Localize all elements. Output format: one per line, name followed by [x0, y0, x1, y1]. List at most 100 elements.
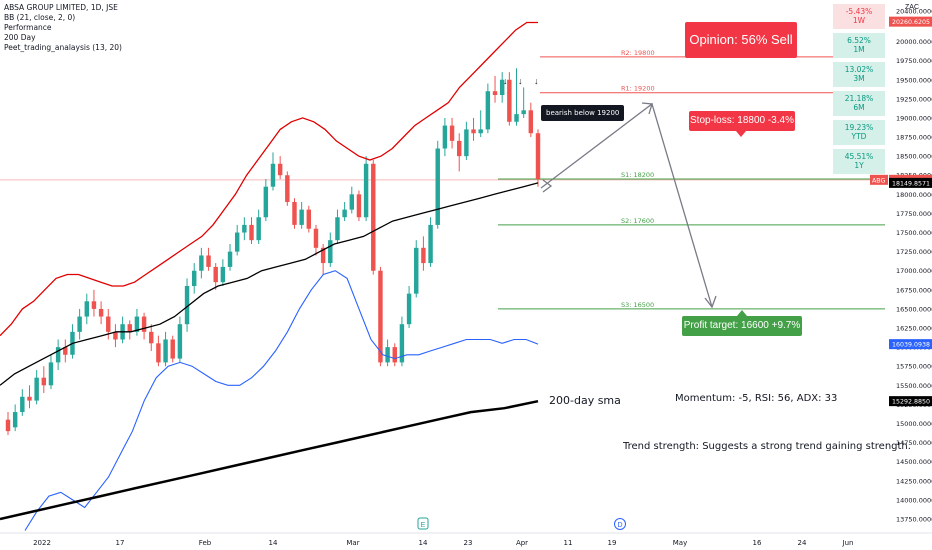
currency-label: ZAC [905, 4, 919, 11]
earnings-marker-label: E [421, 522, 426, 529]
level-label: S1: 18200 [621, 171, 654, 179]
candle-body [12, 412, 18, 428]
candle-body [313, 228, 319, 248]
candle-body [213, 266, 218, 283]
candle-body [464, 129, 469, 157]
y-tick-label: 15500.0000 [896, 382, 932, 390]
y-tick-label: 20400.0000 [896, 8, 932, 16]
y-tick-label: 14500.0000 [896, 458, 932, 466]
candle-body [306, 209, 312, 229]
perf-period: 3M [853, 74, 865, 83]
y-tick-label: 14000.0000 [896, 496, 932, 504]
candle-body [371, 163, 376, 271]
x-tick-label: 16 [753, 539, 762, 547]
candle-body [320, 247, 326, 264]
x-tick-label: 17 [116, 539, 125, 547]
candle-body [392, 347, 397, 363]
x-tick-label: 19 [608, 539, 617, 547]
candle-body [263, 186, 269, 218]
perf-period: YTD [851, 132, 867, 141]
candle-body [48, 362, 54, 386]
candle-body [134, 316, 140, 332]
candle-body [535, 133, 541, 180]
price-tag [889, 177, 932, 188]
price-tag-label: 18149.8571 [892, 180, 930, 187]
y-tick-label: 17750.0000 [896, 210, 932, 218]
candle-body [399, 324, 405, 363]
y-tick-label: 16750.0000 [896, 286, 932, 294]
candle-body [41, 377, 47, 386]
candle-body [478, 129, 483, 134]
y-tick-label: 18750.0000 [896, 134, 932, 142]
candle-body [234, 232, 240, 252]
candle-body [55, 347, 61, 363]
x-tick-label: Feb [199, 539, 212, 547]
signal-arrow-icon: ↓ [503, 76, 508, 86]
candle-body [471, 129, 476, 134]
y-tick-label: 20000.0000 [896, 38, 932, 46]
candle-body [385, 347, 390, 363]
trade-arrows: ↓ ↓ ↓ [503, 76, 717, 309]
x-tick-label: 14 [269, 539, 278, 547]
level-label: R2: 19800 [621, 49, 655, 57]
candle-body [149, 331, 154, 344]
candle-body [84, 301, 90, 317]
candle-body [106, 316, 111, 332]
candle-body [514, 114, 519, 122]
opinion-label: Opinion: 56% Sell [685, 22, 797, 58]
pivot-levels: R2: 19800 R1: 19200 S1: 18200 S2: 17600 S3: … [0, 49, 885, 310]
candle-body [421, 247, 426, 264]
y-tick-label: 17500.0000 [896, 229, 932, 237]
legend-performance: Performance [4, 23, 52, 32]
y-tick-label: 15000.0000 [896, 420, 932, 428]
signal-arrow-icon: ↓ [518, 76, 523, 86]
candle-body [141, 316, 147, 332]
dividend-marker-icon [614, 518, 626, 530]
x-tick-label: Mar [346, 539, 359, 547]
price-tag [889, 396, 932, 407]
candle-body [499, 79, 505, 96]
candle-body [485, 91, 491, 130]
candle-body [256, 217, 261, 241]
candle-body [456, 140, 462, 157]
candle-body [163, 339, 168, 363]
candle-body [27, 396, 32, 401]
candle-body [177, 324, 183, 359]
candle-body [156, 343, 161, 363]
candle-body [249, 224, 254, 241]
arrow-head-icon [542, 179, 553, 193]
price-axis [885, 0, 932, 550]
dividend-marker-label: D [617, 522, 622, 529]
trend-note: Trend strength: Suggests a strong trend … [623, 441, 911, 452]
candle-body [328, 240, 333, 264]
price-tag [889, 16, 932, 27]
x-tick-label: 2022 [33, 539, 51, 547]
candle-body [299, 209, 304, 225]
candle-body [113, 331, 118, 340]
bb-lower-line [24, 270, 539, 531]
perf-period: 1W [852, 16, 866, 25]
candle-body [507, 79, 512, 122]
price-tag-label: 16039.0938 [892, 342, 930, 349]
candle-body [199, 255, 204, 271]
legend-symbol: ABSA GROUP LIMITED, 1D, JSE [4, 3, 118, 12]
perf-pct: -5.43% [845, 7, 873, 16]
candle-body [285, 175, 290, 202]
candle-body [191, 270, 197, 287]
bearish-note: bearish below 19200 [541, 105, 625, 121]
y-tick-label: 15750.0000 [896, 363, 932, 371]
candle-body [220, 266, 226, 283]
candle-body [342, 209, 347, 218]
candle-body [5, 419, 11, 432]
sma-200-line [0, 399, 539, 521]
level-label: S3: 16500 [621, 301, 654, 309]
candle-body [91, 301, 97, 309]
candle-body [98, 308, 104, 317]
arrow-head-icon [704, 295, 717, 309]
candle-body [349, 194, 355, 210]
x-tick-label: 23 [464, 539, 473, 547]
legend-peet: Peet_trading_analaysis (13, 20) [4, 43, 122, 52]
candle-body [449, 125, 455, 141]
perf-pct: 6.52% [847, 36, 871, 45]
